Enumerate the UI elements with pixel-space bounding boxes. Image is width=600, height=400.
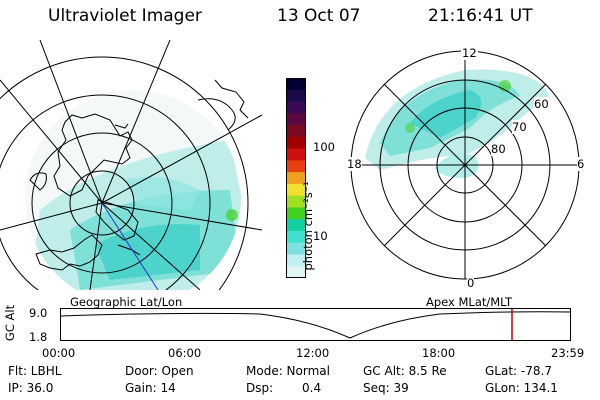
colorbar-segment xyxy=(286,195,306,208)
altitude-curve xyxy=(60,311,571,339)
colorbar-segment xyxy=(286,230,306,244)
color-scale-bar xyxy=(286,78,306,278)
colorbar-segment xyxy=(286,207,306,220)
altitude-axis-label: GC Alt xyxy=(3,304,17,342)
apex-map-label: Apex MLat/MLT xyxy=(426,295,513,309)
gain-info: Gain: 14 xyxy=(125,381,176,395)
alt-tick-1.8: 1.8 xyxy=(29,330,48,344)
alt-tick-9: 9.0 xyxy=(29,306,48,320)
colorbar-tick-10: 10 xyxy=(313,229,328,243)
track-line xyxy=(101,202,159,290)
time-label: 21:16:41 UT xyxy=(428,6,533,26)
mlat-label-80: 80 xyxy=(491,142,506,156)
altitude-plot xyxy=(60,308,571,341)
colorbar-segment xyxy=(286,78,306,91)
door-info: Door: Open xyxy=(125,364,194,378)
instrument-title: Ultraviolet Imager xyxy=(48,6,202,26)
ip-info: IP: 36.0 xyxy=(8,381,54,395)
mlt-label-18: 18 xyxy=(347,157,362,171)
glat-info: GLat: -78.7 xyxy=(485,364,552,378)
colorbar-segment xyxy=(286,148,306,161)
geo-map-label: Geographic Lat/Lon xyxy=(70,295,183,309)
mode-info: Mode: Normal xyxy=(246,364,330,378)
mlt-label-0: 0 xyxy=(467,276,475,290)
colorbar-segment xyxy=(286,101,306,114)
time-tick-0000: 00:00 xyxy=(42,346,76,360)
colorbar-segment xyxy=(286,113,306,126)
time-tick-0600: 06:00 xyxy=(168,346,202,360)
colorbar-segment xyxy=(286,254,306,267)
colorbar-tick-100: 100 xyxy=(313,140,335,154)
glon-info: GLon: 134.1 xyxy=(485,381,558,395)
seq-info: Seq: 39 xyxy=(363,381,409,395)
time-tick-2359: 23:59 xyxy=(551,346,585,360)
colorbar-segment xyxy=(286,172,306,185)
gc-alt-info: GC Alt: 8.5 Re xyxy=(363,364,447,378)
colorbar-segment xyxy=(286,125,306,138)
mlat-label-60: 60 xyxy=(534,97,549,111)
mlt-label-12: 12 xyxy=(461,46,478,60)
time-tick-1200: 12:00 xyxy=(296,346,330,360)
dsp-label: Dsp: xyxy=(246,381,274,395)
time-tick-1800: 18:00 xyxy=(422,346,456,360)
mlt-label-6: 6 xyxy=(577,157,585,171)
colorbar-segment xyxy=(286,242,306,255)
colorbar-segment xyxy=(286,219,306,232)
colorbar-segment xyxy=(286,160,306,173)
date-label: 13 Oct 07 xyxy=(277,6,361,26)
apex-map xyxy=(350,50,580,280)
colorbar-unit-label: photon cm⁻²s⁻¹ xyxy=(301,181,315,271)
colorbar-segment xyxy=(286,89,306,103)
geographic-map xyxy=(0,40,262,290)
colorbar-segment xyxy=(286,183,306,197)
filter-info: Flt: LBHL xyxy=(8,364,62,378)
colorbar-segment xyxy=(286,266,306,278)
colorbar-segment xyxy=(286,136,306,150)
dsp-value: 0.4 xyxy=(302,381,322,395)
mlat-label-70: 70 xyxy=(512,120,527,134)
